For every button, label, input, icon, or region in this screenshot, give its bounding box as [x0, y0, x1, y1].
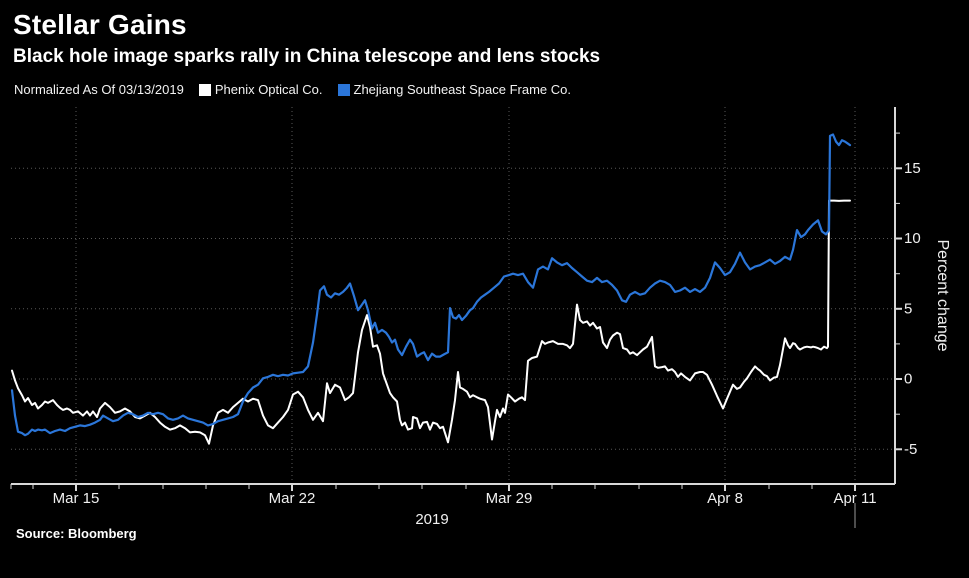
chart-title: Stellar Gains [13, 9, 187, 40]
legend-swatch-zhejiang-icon [337, 83, 350, 96]
y-axis-title: Percent change [934, 239, 951, 351]
y-tick-label: 0 [904, 371, 912, 388]
x-date-label: Mar 15 [53, 490, 100, 507]
y-tick-label: 5 [904, 300, 912, 317]
series-line-zhejiang [10, 133, 852, 437]
legend-item-phenix: Phenix Optical Co. [198, 82, 323, 97]
series-line-phenix [11, 199, 851, 445]
legend-label-zhejiang: Zhejiang Southeast Space Frame Co. [353, 82, 572, 97]
x-date-label: Apr 8 [707, 490, 743, 507]
source-credit: Source: Bloomberg [16, 526, 137, 541]
legend-label-phenix: Phenix Optical Co. [214, 82, 323, 97]
y-tick-label: 10 [904, 230, 921, 247]
legend-swatch-phenix-icon [198, 83, 211, 96]
legend: Normalized As Of 03/13/2019 Phenix Optic… [14, 82, 571, 97]
x-date-label: Apr 11 [833, 490, 876, 507]
chart-subtitle: Black hole image sparks rally in China t… [13, 46, 601, 67]
x-date-label: Mar 29 [486, 490, 533, 507]
x-date-label: Mar 22 [269, 490, 316, 507]
y-tick-label: -5 [904, 441, 917, 458]
legend-item-zhejiang: Zhejiang Southeast Space Frame Co. [337, 82, 572, 97]
legend-note: Normalized As Of 03/13/2019 [14, 82, 184, 97]
x-year-label: 2019 [415, 511, 448, 528]
y-tick-label: 15 [904, 160, 921, 177]
